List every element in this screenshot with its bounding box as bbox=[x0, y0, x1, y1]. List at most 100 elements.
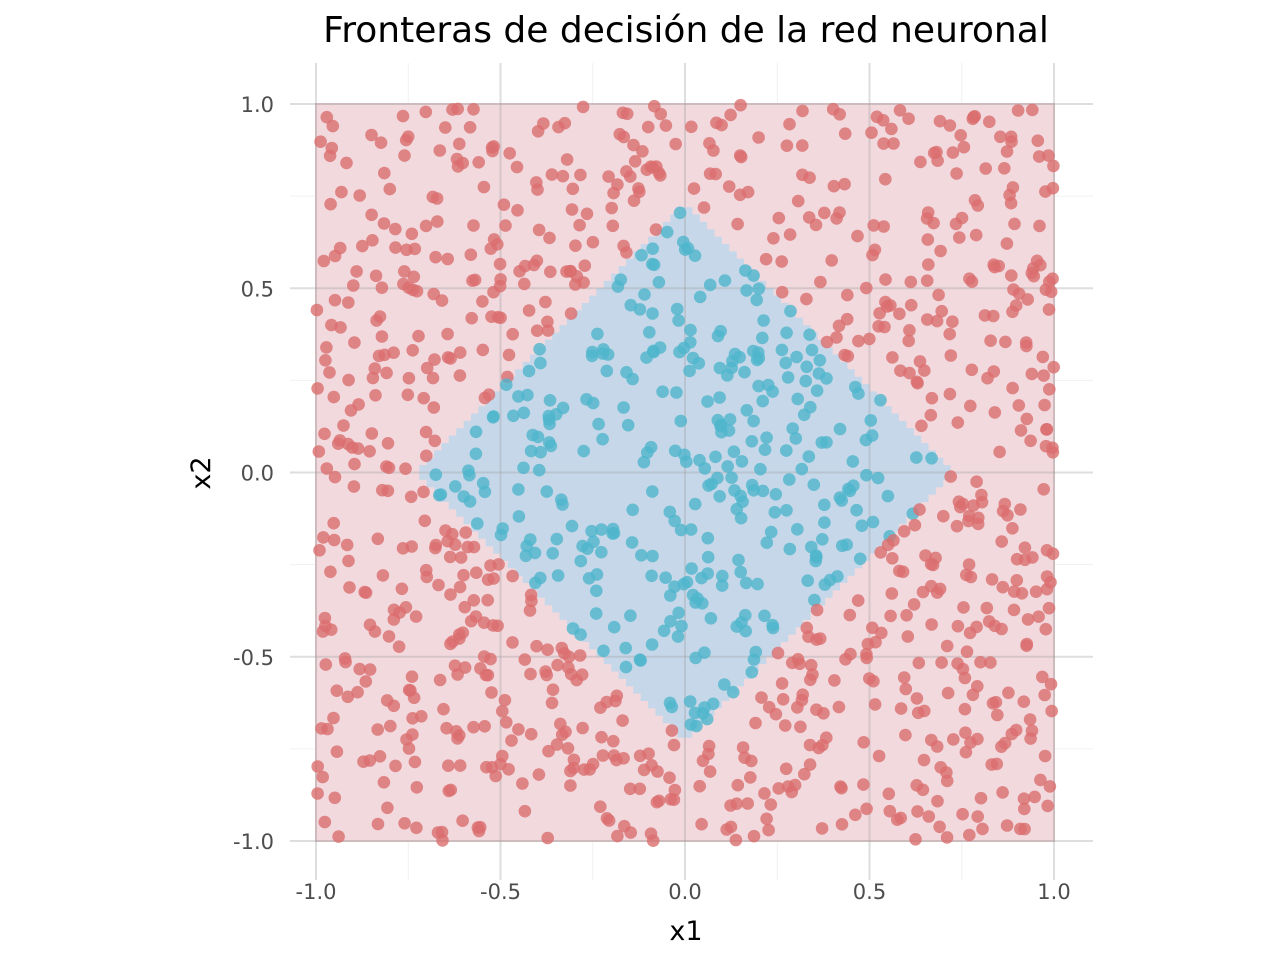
point-outer bbox=[883, 804, 897, 818]
point-inner bbox=[802, 450, 816, 463]
point-inner bbox=[673, 345, 686, 359]
point-outer bbox=[586, 235, 600, 249]
point-outer bbox=[893, 564, 906, 578]
point-outer bbox=[878, 320, 891, 334]
point-outer bbox=[574, 168, 587, 182]
point-inner bbox=[754, 462, 767, 476]
point-outer bbox=[935, 304, 948, 318]
point-inner bbox=[722, 424, 736, 437]
point-outer bbox=[637, 763, 651, 777]
point-outer bbox=[530, 176, 543, 189]
point-inner bbox=[517, 406, 531, 420]
point-outer bbox=[925, 579, 938, 593]
point-inner bbox=[758, 609, 771, 623]
point-outer bbox=[796, 104, 809, 118]
point-outer bbox=[356, 239, 369, 253]
point-outer bbox=[410, 821, 423, 835]
y-tick-label: 0.0 bbox=[241, 462, 274, 486]
point-outer bbox=[814, 275, 827, 289]
point-inner bbox=[734, 565, 747, 579]
point-outer bbox=[611, 178, 624, 191]
point-outer bbox=[420, 570, 434, 584]
point-outer bbox=[914, 155, 927, 169]
point-outer bbox=[989, 695, 1003, 709]
point-inner bbox=[820, 372, 833, 385]
point-inner bbox=[457, 490, 471, 503]
point-outer bbox=[506, 327, 519, 341]
point-outer bbox=[724, 799, 737, 812]
point-outer bbox=[693, 779, 706, 793]
point-outer bbox=[775, 677, 789, 690]
point-outer bbox=[749, 716, 762, 730]
point-outer bbox=[958, 702, 972, 716]
point-outer bbox=[365, 128, 378, 142]
point-outer bbox=[813, 632, 827, 645]
point-inner bbox=[533, 342, 546, 356]
point-outer bbox=[540, 668, 553, 682]
point-inner bbox=[696, 597, 709, 610]
point-outer bbox=[380, 694, 394, 707]
point-outer bbox=[910, 779, 923, 792]
point-outer bbox=[467, 594, 481, 607]
point-inner bbox=[797, 408, 811, 422]
point-outer bbox=[913, 503, 926, 516]
point-inner bbox=[756, 394, 769, 408]
point-outer bbox=[917, 753, 931, 767]
point-outer bbox=[401, 130, 415, 143]
point-outer bbox=[1036, 670, 1049, 684]
point-outer bbox=[348, 457, 361, 471]
point-outer bbox=[328, 791, 342, 805]
point-outer bbox=[419, 425, 433, 439]
point-outer bbox=[353, 662, 367, 676]
point-outer bbox=[1007, 283, 1020, 296]
point-outer bbox=[470, 566, 483, 579]
point-inner bbox=[522, 364, 536, 378]
point-outer bbox=[417, 391, 431, 405]
point-outer bbox=[769, 707, 783, 721]
point-inner bbox=[816, 533, 829, 546]
point-outer bbox=[952, 495, 966, 509]
point-outer bbox=[550, 738, 564, 751]
point-outer bbox=[876, 114, 890, 127]
point-outer bbox=[539, 295, 552, 309]
point-inner bbox=[683, 695, 697, 708]
y-tick-label: -1.0 bbox=[233, 830, 274, 854]
point-outer bbox=[435, 825, 449, 839]
point-inner bbox=[635, 549, 648, 562]
point-outer bbox=[382, 630, 396, 643]
point-inner bbox=[532, 463, 546, 477]
point-inner bbox=[789, 432, 803, 445]
point-outer bbox=[1005, 269, 1018, 282]
point-inner bbox=[784, 304, 797, 318]
point-outer bbox=[435, 294, 449, 307]
point-outer bbox=[772, 211, 786, 225]
point-outer bbox=[409, 610, 423, 623]
point-outer bbox=[899, 728, 912, 742]
point-inner bbox=[635, 248, 648, 262]
point-outer bbox=[902, 112, 915, 125]
point-inner bbox=[732, 553, 745, 567]
point-inner bbox=[835, 494, 848, 507]
point-outer bbox=[428, 353, 441, 366]
point-outer bbox=[542, 744, 555, 758]
point-outer bbox=[827, 179, 841, 193]
point-outer bbox=[502, 763, 515, 776]
point-inner bbox=[617, 401, 630, 414]
point-inner bbox=[543, 394, 557, 407]
point-inner bbox=[738, 365, 751, 379]
point-outer bbox=[793, 657, 806, 671]
point-outer bbox=[863, 332, 876, 346]
point-outer bbox=[734, 98, 747, 112]
point-inner bbox=[565, 519, 579, 533]
point-outer bbox=[933, 114, 947, 128]
point-outer bbox=[565, 203, 579, 216]
point-outer bbox=[408, 755, 422, 769]
point-inner bbox=[585, 349, 599, 363]
point-outer bbox=[518, 804, 532, 818]
point-outer bbox=[904, 298, 918, 312]
point-outer bbox=[578, 259, 592, 273]
point-outer bbox=[794, 720, 807, 734]
point-outer bbox=[803, 758, 817, 771]
point-inner bbox=[677, 577, 690, 591]
point-inner bbox=[684, 523, 698, 536]
